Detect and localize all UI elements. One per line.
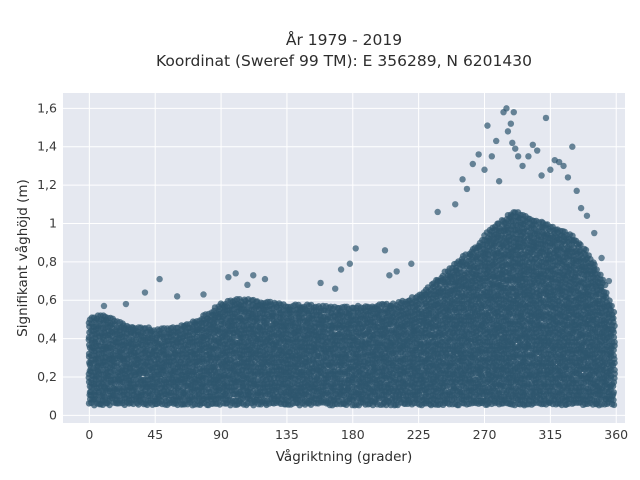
chart-title: År 1979 - 2019	[286, 30, 402, 49]
data-points	[85, 105, 618, 409]
chart-subtitle: Koordinat (Sweref 99 TM): E 356289, N 62…	[156, 52, 532, 70]
